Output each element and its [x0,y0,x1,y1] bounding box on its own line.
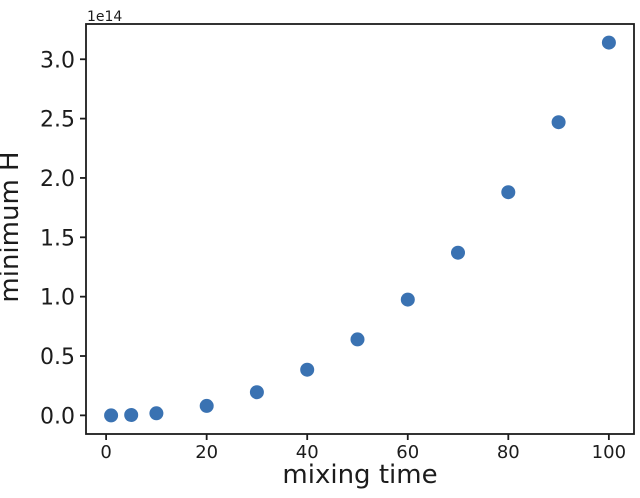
y-tick-label: 1.5 [40,226,75,251]
data-point [350,332,365,347]
y-axis-offset-text: 1e14 [87,9,122,25]
data-point [300,362,315,377]
x-tick-label: 80 [497,442,520,463]
x-axis-label: mixing time [282,460,437,490]
x-tick-label: 40 [296,442,319,463]
y-tick-label: 2.0 [40,167,75,192]
plot-frame [85,23,635,435]
x-tick-label: 0 [100,442,111,463]
data-point [249,385,264,400]
data-point [501,185,516,200]
data-point [124,408,139,422]
y-axis-label: minimum H [0,151,25,302]
data-point [104,408,119,423]
data-point [149,406,164,421]
x-tick-label: 60 [396,442,419,463]
data-point [601,35,616,50]
y-tick-label: 0.0 [40,404,75,429]
data-point [400,292,415,307]
y-tick-label: 0.5 [40,345,75,370]
x-tick-label: 20 [195,442,218,463]
data-point [199,398,214,413]
y-tick-label: 3.0 [40,48,75,73]
y-tick-label: 1.0 [40,286,75,311]
x-tick-label: 100 [592,442,626,463]
data-point [451,245,465,260]
data-point [551,115,566,130]
y-tick-label: 2.5 [40,108,75,133]
